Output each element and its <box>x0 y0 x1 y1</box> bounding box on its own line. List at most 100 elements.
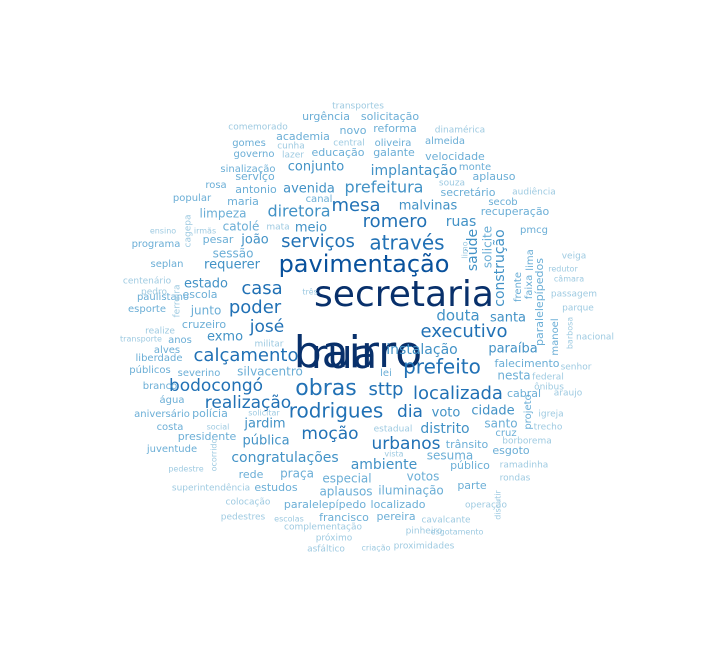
word-militar: militar <box>254 340 283 350</box>
word-obras: obras <box>295 376 356 401</box>
word-dia: dia <box>397 402 423 422</box>
word-rosa: rosa <box>205 180 226 191</box>
word-irmas: irmãs <box>194 227 216 236</box>
word-parque: parque <box>562 304 594 314</box>
word-sesuma: sesuma <box>427 449 474 463</box>
word-solicitar: solicitar <box>248 409 280 418</box>
word-publico: público <box>450 459 490 472</box>
word-conjunto: conjunto <box>288 160 345 175</box>
word-aplausos: aplausos <box>319 485 372 499</box>
word-cruzeiro: cruzeiro <box>182 318 226 331</box>
word-diretora: diretora <box>267 202 330 221</box>
word-audiencia: audiência <box>512 187 556 198</box>
word-calcamento: calçamento <box>194 345 299 366</box>
word-executivo: executivo <box>421 321 508 342</box>
word-velocidade: velocidade <box>425 150 485 163</box>
word-distrito: distrito <box>420 421 469 437</box>
word-proximidades: proximidades <box>394 542 455 552</box>
word-popular: popular <box>173 193 212 204</box>
word-aplauso: aplauso <box>473 170 516 183</box>
word-mata: mata <box>266 223 289 233</box>
word-nesta: nesta <box>497 369 530 383</box>
word-projeto: projeto <box>523 394 534 429</box>
word-faixa: faixa <box>524 275 535 299</box>
word-operacao: operação <box>465 501 507 511</box>
word-gomes: gomes <box>232 138 266 149</box>
word-sinalizacao: sinalização <box>220 164 275 175</box>
word-social: social <box>207 423 230 432</box>
word-secob: secob <box>488 197 517 208</box>
word-congratulacoes: congratulações <box>231 450 338 466</box>
word-passagem: passagem <box>551 290 597 300</box>
word-joao: joão <box>240 233 269 248</box>
word-nacional: nacional <box>576 333 614 343</box>
word-galante: galante <box>373 146 415 159</box>
word-urgencia: urgência <box>302 110 350 123</box>
word-maria: maria <box>227 195 259 208</box>
word-aniversario: aniversário <box>134 408 190 420</box>
word-severino: severino <box>178 368 221 379</box>
word-cruz: cruz <box>495 428 516 439</box>
word-igreja: igreja <box>538 410 563 420</box>
word-catole: catolé <box>223 220 260 234</box>
word-estado: estado <box>184 277 228 292</box>
word-secretario: secretário <box>441 186 496 199</box>
word-transporte: transporte <box>120 335 162 344</box>
word-publica: pública <box>242 434 289 449</box>
word-costa: costa <box>157 422 184 433</box>
word-jose: josé <box>249 317 284 337</box>
word-voto: voto <box>432 406 461 421</box>
word-pesar: pesar <box>203 233 234 246</box>
word-servico: serviço <box>235 170 275 183</box>
word-alves: alves <box>154 345 180 356</box>
word-anos: anos <box>168 335 192 346</box>
word-pereira: pereira <box>376 510 415 523</box>
word-cidade: cidade <box>471 404 514 419</box>
word-senhor: senhor <box>561 363 592 373</box>
word-secretaria: secretaria <box>314 274 494 315</box>
word-almeida: almeida <box>425 136 465 147</box>
word-poder: poder <box>229 297 282 318</box>
word-meio: meio <box>295 221 327 236</box>
word-federal: federal <box>532 373 564 383</box>
word-frente: frente <box>513 272 524 302</box>
word-instalacao: instalação <box>386 342 457 358</box>
word-presidente: presidente <box>178 430 237 443</box>
word-limo: limo <box>461 241 470 258</box>
word-oliveira: oliveira <box>375 138 412 149</box>
word-francisco: francisco <box>319 511 369 524</box>
word-redutor: redutor <box>548 265 578 274</box>
word-especial: especial <box>322 472 371 486</box>
word-esporte: esporte <box>128 304 166 315</box>
word-avenida: avenida <box>283 182 335 197</box>
word-estadual: estadual <box>374 425 413 435</box>
word-publicos: públicos <box>129 364 170 376</box>
word-pedro: pedro <box>141 288 167 298</box>
word-localizada: localizada <box>413 383 503 404</box>
word-bairro: bairro <box>294 327 422 378</box>
word-pedestres: pedestres <box>221 513 266 523</box>
word-governo: governo <box>234 149 275 160</box>
word-rondas: rondas <box>500 474 531 484</box>
word-paralelepipedos: paralelepípedos <box>533 258 546 346</box>
word-parte: parte <box>457 479 487 492</box>
word-realizacao: realização <box>205 393 291 413</box>
word-solicitacao: solicitação <box>361 110 420 123</box>
word-ramadinha: ramadinha <box>500 461 549 471</box>
word-criacao: criação <box>361 544 390 553</box>
word-transito: trânsito <box>446 438 489 451</box>
word-camara: câmara <box>554 275 584 284</box>
word-liberdade: liberdade <box>136 353 183 364</box>
word-transportes: transportes <box>332 102 384 112</box>
word-mesa: mesa <box>331 195 380 216</box>
word-onibus: ônibus <box>534 382 564 393</box>
word-juventude: juventude <box>146 444 197 455</box>
word-malvinas: malvinas <box>399 199 458 214</box>
word-reforma: reforma <box>373 122 416 135</box>
word-ruas: ruas <box>446 214 477 230</box>
word-programa: programa <box>132 239 181 250</box>
word-asfaltico: asfáltico <box>307 545 345 555</box>
word-borborema: borborema <box>502 437 551 447</box>
word-localizado: localizado <box>371 498 426 511</box>
word-monte: monte <box>459 162 491 173</box>
